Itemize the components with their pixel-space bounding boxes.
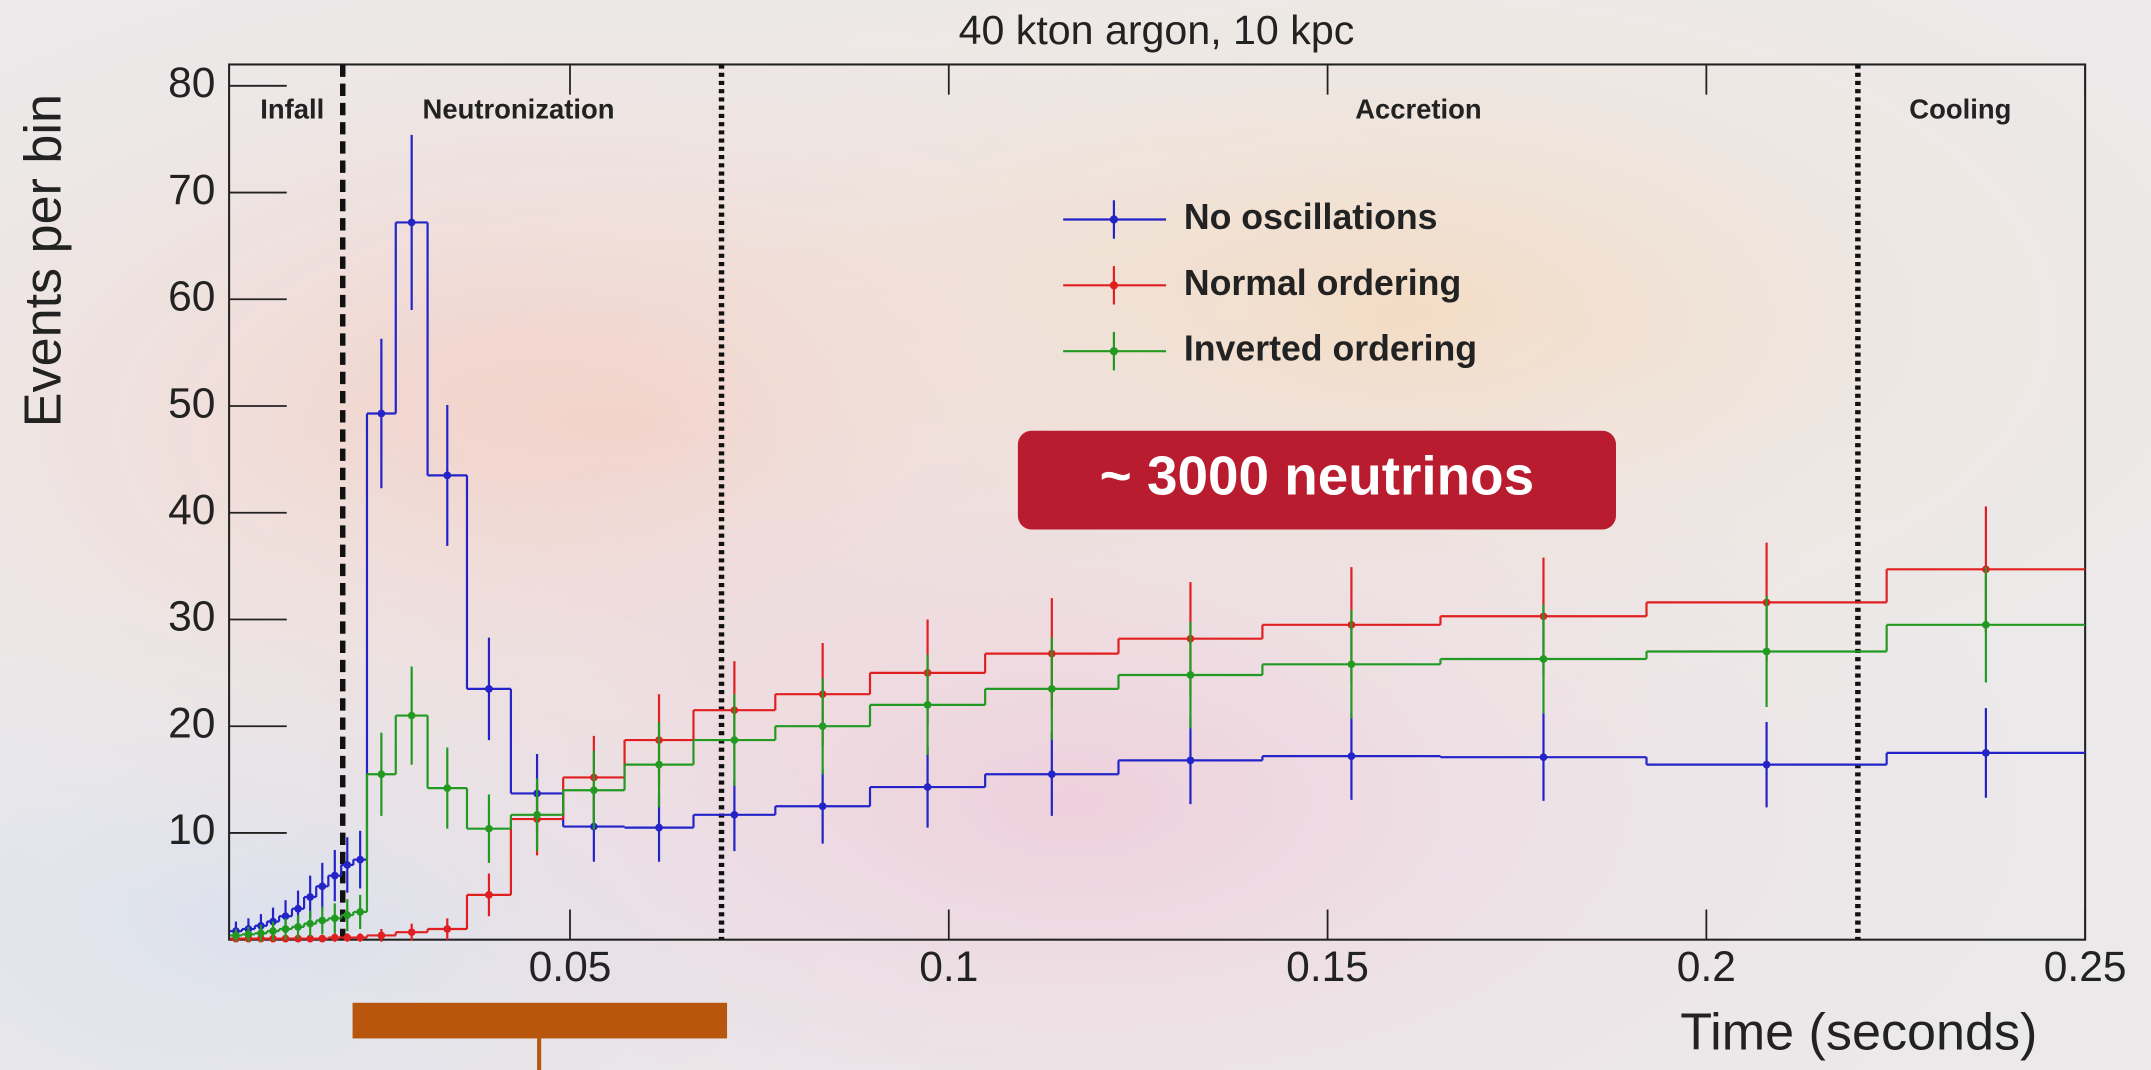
data-point bbox=[443, 925, 452, 933]
y-tick-label: 20 bbox=[168, 700, 215, 747]
phase-label: Neutronization bbox=[423, 93, 615, 124]
data-point bbox=[818, 802, 827, 811]
phase-label: Cooling bbox=[1909, 93, 2011, 124]
data-point bbox=[485, 685, 493, 693]
data-point bbox=[730, 736, 739, 744]
legend-label: No oscillations bbox=[1184, 197, 1438, 237]
data-point bbox=[1047, 685, 1056, 693]
y-tick-label: 10 bbox=[168, 807, 215, 854]
legend-label: Inverted ordering bbox=[1184, 329, 1477, 369]
data-point bbox=[257, 929, 265, 938]
data-point bbox=[485, 891, 493, 899]
data-point bbox=[443, 784, 452, 792]
data-point bbox=[356, 908, 365, 916]
data-point bbox=[485, 824, 493, 833]
data-point bbox=[306, 919, 315, 928]
data-point bbox=[923, 783, 932, 791]
data-point bbox=[330, 933, 339, 942]
data-point bbox=[377, 770, 386, 779]
data-point bbox=[655, 823, 663, 832]
data-point bbox=[533, 810, 541, 819]
x-axis-label: Time (seconds) bbox=[1680, 1003, 2037, 1061]
y-tick-label: 60 bbox=[168, 274, 215, 321]
data-point bbox=[306, 934, 315, 943]
data-point bbox=[1347, 660, 1356, 669]
data-point bbox=[232, 931, 240, 940]
data-point bbox=[1762, 760, 1771, 769]
data-point bbox=[730, 810, 739, 819]
y-tick-label: 80 bbox=[168, 60, 215, 107]
data-point bbox=[407, 711, 416, 720]
x-tick-label: 0.1 bbox=[919, 944, 978, 991]
data-point bbox=[1762, 647, 1771, 656]
data-point bbox=[343, 911, 352, 919]
highlight-rect bbox=[352, 1002, 728, 1039]
x-tick-label: 0.05 bbox=[529, 944, 612, 991]
data-point bbox=[1186, 756, 1195, 765]
data-point bbox=[318, 934, 327, 943]
phase-label: Accretion bbox=[1355, 93, 1481, 124]
callout-box bbox=[1017, 430, 1616, 530]
data-point bbox=[318, 916, 327, 925]
x-tick-label: 0.15 bbox=[1286, 944, 1369, 991]
data-point bbox=[343, 933, 352, 942]
data-point bbox=[294, 923, 302, 931]
data-point bbox=[1982, 749, 1990, 757]
data-point bbox=[343, 861, 352, 869]
data-point bbox=[1047, 770, 1056, 779]
x-tick-label: 0.25 bbox=[2044, 944, 2127, 991]
data-point bbox=[281, 925, 290, 933]
legend-marker bbox=[1109, 281, 1119, 290]
plot-frame bbox=[228, 63, 2087, 941]
data-point bbox=[356, 933, 365, 942]
data-point bbox=[294, 904, 302, 913]
data-point bbox=[407, 218, 416, 227]
x-tick-label: 0.2 bbox=[1677, 944, 1736, 991]
data-point bbox=[1186, 671, 1195, 679]
data-point bbox=[356, 855, 365, 864]
data-point bbox=[407, 928, 416, 937]
data-point bbox=[377, 409, 386, 418]
data-point bbox=[377, 931, 386, 940]
legend-marker bbox=[1109, 215, 1119, 224]
data-point bbox=[1347, 752, 1356, 760]
data-point bbox=[655, 760, 663, 769]
data-point bbox=[244, 930, 253, 939]
data-point bbox=[1982, 620, 1990, 629]
y-tick-label: 30 bbox=[168, 594, 215, 641]
data-point bbox=[281, 912, 290, 921]
phase-label: Infall bbox=[260, 93, 324, 124]
data-point bbox=[1539, 655, 1548, 663]
y-tick-label: 50 bbox=[168, 380, 215, 427]
data-point bbox=[330, 914, 339, 923]
y-axis-label: Events per bin bbox=[14, 94, 72, 427]
data-point bbox=[269, 927, 277, 935]
y-tick-label: 70 bbox=[168, 167, 215, 214]
legend-label: Normal ordering bbox=[1184, 263, 1461, 303]
callout-text: ~ 3000 neutrinos bbox=[1100, 445, 1534, 507]
data-point bbox=[443, 471, 452, 480]
y-tick-label: 40 bbox=[168, 487, 215, 534]
data-point bbox=[590, 786, 598, 795]
data-point bbox=[1539, 753, 1548, 762]
data-point bbox=[318, 882, 327, 891]
chart-title: 40 kton argon, 10 kpc bbox=[959, 7, 1355, 53]
data-point bbox=[818, 722, 827, 731]
legend-marker bbox=[1109, 347, 1119, 356]
data-point bbox=[306, 893, 315, 901]
highlight-bar bbox=[352, 1002, 728, 1070]
data-point bbox=[330, 871, 339, 880]
data-point bbox=[923, 701, 932, 709]
callout: ~ 3000 neutrinos bbox=[1017, 430, 1616, 530]
